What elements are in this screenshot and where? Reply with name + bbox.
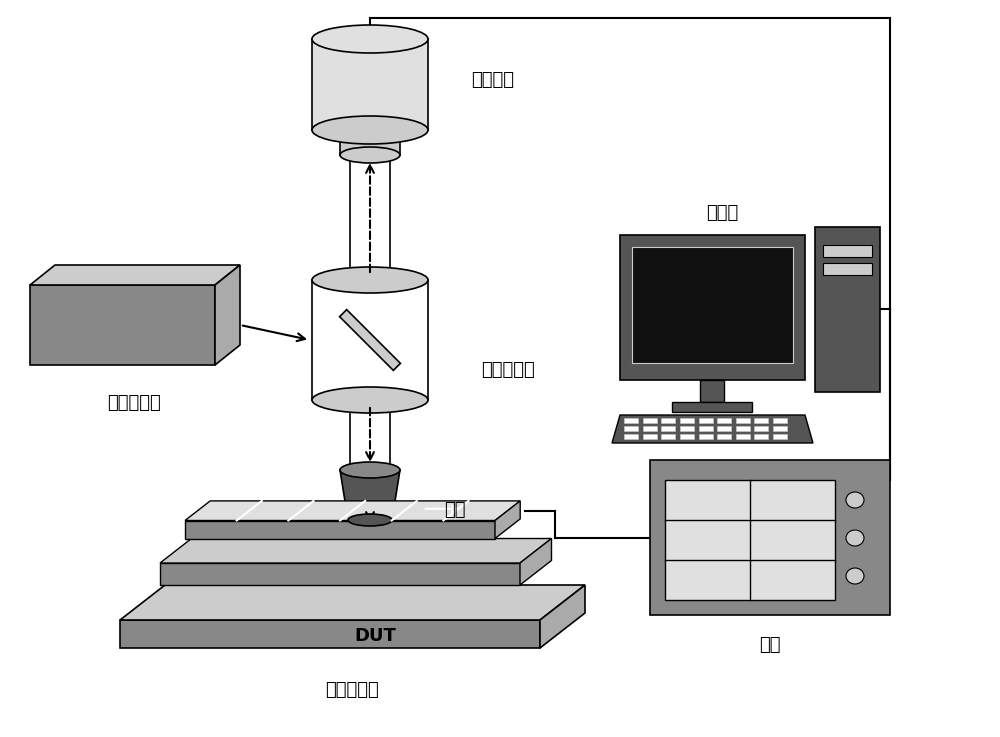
Bar bbox=[312, 280, 428, 400]
Bar bbox=[340, 130, 400, 155]
Bar bbox=[823, 263, 872, 275]
Polygon shape bbox=[540, 585, 585, 648]
Polygon shape bbox=[120, 585, 585, 620]
Bar bbox=[717, 434, 731, 439]
Bar bbox=[773, 418, 787, 423]
Bar bbox=[700, 380, 724, 402]
Bar bbox=[643, 434, 657, 439]
Polygon shape bbox=[215, 265, 240, 365]
Bar bbox=[717, 418, 731, 423]
Bar bbox=[717, 426, 731, 431]
Bar bbox=[699, 434, 713, 439]
Bar bbox=[643, 418, 657, 423]
Bar bbox=[643, 426, 657, 431]
Bar bbox=[624, 426, 638, 431]
Ellipse shape bbox=[846, 568, 864, 584]
Text: 源表: 源表 bbox=[759, 636, 781, 654]
Bar bbox=[350, 400, 390, 470]
Bar bbox=[30, 285, 215, 365]
Bar bbox=[680, 418, 694, 423]
Bar bbox=[699, 418, 713, 423]
Ellipse shape bbox=[312, 116, 428, 144]
Ellipse shape bbox=[312, 387, 428, 413]
Bar bbox=[736, 418, 750, 423]
Polygon shape bbox=[340, 470, 400, 520]
Bar bbox=[754, 426, 768, 431]
Bar bbox=[815, 227, 880, 392]
Bar bbox=[680, 434, 694, 439]
Ellipse shape bbox=[340, 147, 400, 163]
Bar bbox=[773, 426, 787, 431]
Bar bbox=[350, 155, 390, 280]
Ellipse shape bbox=[340, 462, 400, 478]
Bar bbox=[661, 426, 675, 431]
Bar bbox=[624, 434, 638, 439]
Bar bbox=[680, 426, 694, 431]
Bar bbox=[754, 418, 768, 423]
Polygon shape bbox=[160, 539, 552, 563]
Text: 三维移动台: 三维移动台 bbox=[325, 681, 379, 699]
Polygon shape bbox=[495, 501, 520, 539]
Text: DUT: DUT bbox=[354, 627, 396, 645]
Bar bbox=[632, 247, 793, 363]
Polygon shape bbox=[185, 501, 520, 520]
Bar bbox=[699, 426, 713, 431]
Bar bbox=[773, 434, 787, 439]
Bar bbox=[665, 480, 835, 600]
Text: 红外激光器: 红外激光器 bbox=[107, 394, 161, 412]
Ellipse shape bbox=[846, 492, 864, 508]
Ellipse shape bbox=[312, 267, 428, 293]
Bar bbox=[672, 402, 752, 412]
Bar bbox=[736, 434, 750, 439]
Bar bbox=[120, 620, 540, 648]
Bar bbox=[754, 434, 768, 439]
Bar bbox=[661, 434, 675, 439]
Bar bbox=[736, 426, 750, 431]
Bar bbox=[823, 245, 872, 257]
Ellipse shape bbox=[846, 530, 864, 546]
Text: 红外相机: 红外相机 bbox=[472, 71, 514, 89]
Bar bbox=[624, 418, 638, 423]
Polygon shape bbox=[30, 265, 240, 285]
Ellipse shape bbox=[312, 25, 428, 53]
Bar bbox=[312, 39, 428, 130]
Bar bbox=[185, 520, 495, 539]
Bar bbox=[661, 418, 675, 423]
Text: 控制台: 控制台 bbox=[706, 204, 738, 222]
Text: 半透半反镜: 半透半反镜 bbox=[481, 361, 535, 379]
Polygon shape bbox=[520, 539, 552, 585]
Polygon shape bbox=[612, 415, 813, 443]
Bar bbox=[620, 235, 805, 380]
Ellipse shape bbox=[348, 514, 392, 526]
Bar bbox=[160, 563, 520, 585]
Text: 物镜: 物镜 bbox=[444, 501, 466, 519]
Polygon shape bbox=[340, 310, 400, 371]
Bar bbox=[650, 460, 890, 615]
